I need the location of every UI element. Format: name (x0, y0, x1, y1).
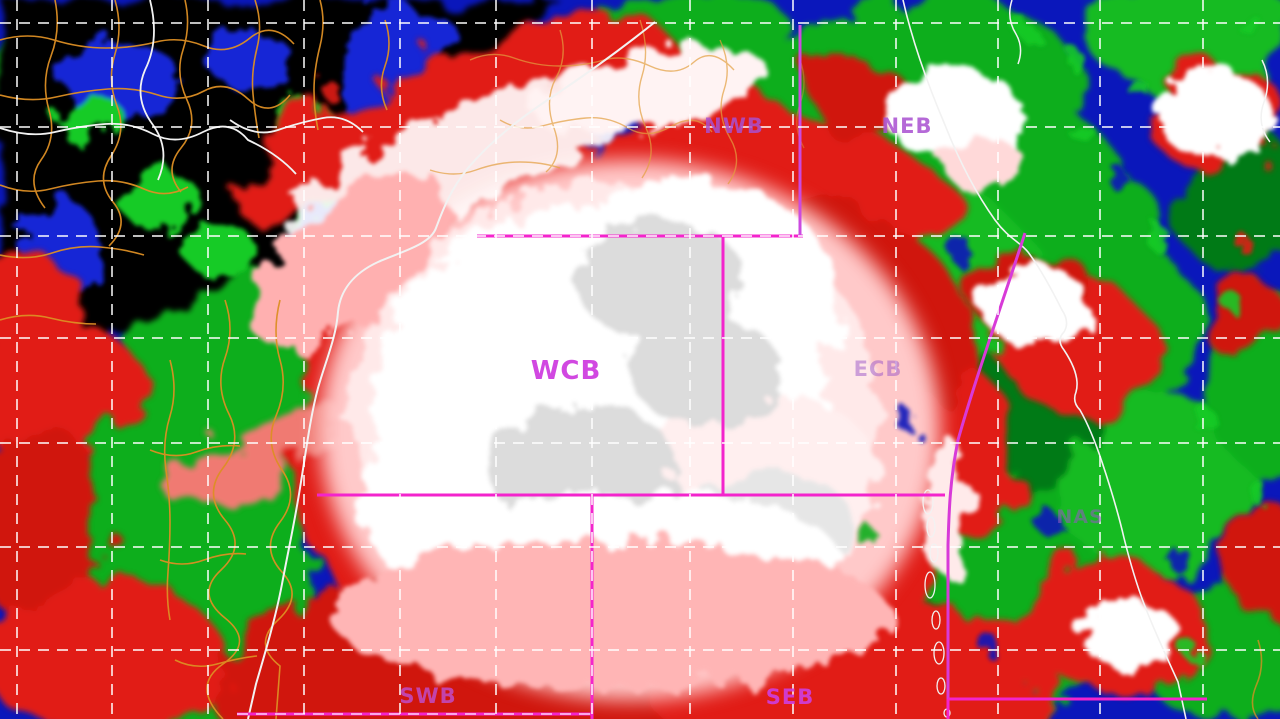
sector-label-swb: SWB (399, 684, 457, 708)
india-east-coastline (247, 21, 656, 719)
white-cloud-core-layer (250, 47, 1275, 700)
sector-label-wcb: WCB (530, 356, 602, 386)
sector-line-east-curve (946, 232, 1027, 699)
myanmar-coastline (902, 0, 1187, 719)
speckle-layer (321, 9, 1265, 664)
sector-label-nwb: NWB (704, 114, 764, 138)
sector-label-seb: SEB (765, 685, 815, 709)
sector-label-ecb: ECB (853, 357, 903, 381)
sector-label-nas: NAS (1056, 506, 1104, 528)
sector-label-neb: NEB (881, 114, 933, 138)
